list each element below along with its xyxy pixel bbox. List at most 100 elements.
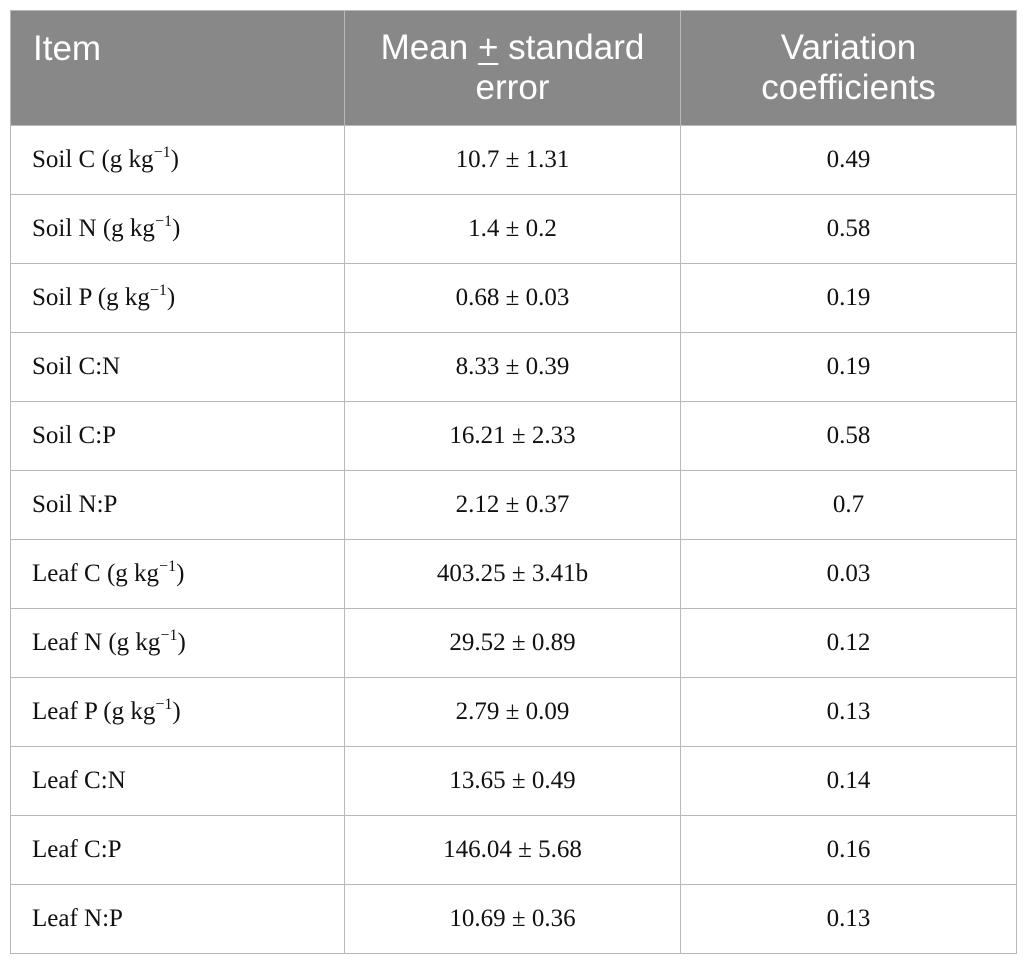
header-mean-pm: + [477, 28, 499, 67]
header-mean-line1: Mean + standard [345, 28, 680, 68]
item-name: Soil C:N [32, 353, 121, 380]
item-name: Leaf C [32, 560, 101, 587]
header-var-line2: coefficients [761, 68, 936, 107]
cell-variation-coefficient: 0.49 [680, 125, 1017, 195]
cell-mean-se: 13.65 ± 0.49 [344, 746, 681, 816]
cell-variation-coefficient: 0.58 [680, 194, 1017, 264]
item-name: Soil C:P [32, 422, 117, 449]
unit-exponent: −1 [149, 282, 167, 299]
table-header: Item Mean + standard error Variation coe… [10, 10, 1017, 126]
table-row: Leaf P (g kg−1) 2.79 ± 0.09 0.13 [10, 677, 1017, 747]
cell-variation-coefficient: 0.12 [680, 608, 1017, 678]
data-table: Item Mean + standard error Variation coe… [10, 10, 1017, 954]
table-row: Leaf C (g kg−1) 403.25 ± 3.41b 0.03 [10, 539, 1017, 609]
cell-item: Soil C (g kg−1) [10, 125, 345, 195]
cell-mean-se: 8.33 ± 0.39 [344, 332, 681, 402]
item-name: Soil C [32, 146, 96, 173]
item-unit: (g kg−1) [100, 558, 185, 588]
header-item: Item [10, 10, 345, 126]
unit-close: ) [176, 560, 185, 587]
table-row: Soil C:N 8.33 ± 0.39 0.19 [10, 332, 1017, 402]
cell-variation-coefficient: 0.19 [680, 263, 1017, 333]
table-container: Item Mean + standard error Variation coe… [10, 10, 1017, 954]
header-variation: Variation coefficients [680, 10, 1017, 126]
table-body: Soil C (g kg−1) 10.7 ± 1.31 0.49 Soil N (g … [10, 125, 1017, 954]
table-row: Leaf N:P 10.69 ± 0.36 0.13 [10, 884, 1017, 954]
cell-variation-coefficient: 0.19 [680, 332, 1017, 402]
cell-mean-se: 0.68 ± 0.03 [344, 263, 681, 333]
cell-variation-coefficient: 0.13 [680, 677, 1017, 747]
cell-item: Leaf C (g kg−1) [10, 539, 345, 609]
table-row: Soil P (g kg−1) 0.68 ± 0.03 0.19 [10, 263, 1017, 333]
table-row: Soil N (g kg−1) 1.4 ± 0.2 0.58 [10, 194, 1017, 264]
cell-variation-coefficient: 0.16 [680, 815, 1017, 885]
cell-variation-coefficient: 0.14 [680, 746, 1017, 816]
item-unit: (g kg−1) [91, 282, 176, 312]
cell-mean-se: 146.04 ± 5.68 [344, 815, 681, 885]
table-row: Leaf C:N 13.65 ± 0.49 0.14 [10, 746, 1017, 816]
unit-close: ) [166, 284, 176, 311]
item-name: Leaf P [32, 698, 98, 725]
cell-item: Leaf N:P [10, 884, 345, 954]
cell-mean-se: 403.25 ± 3.41b [344, 539, 681, 609]
cell-item: Soil P (g kg−1) [10, 263, 345, 333]
item-name: Leaf N [32, 629, 103, 656]
header-mean-prefix: Mean [380, 28, 478, 67]
cell-mean-se: 29.52 ± 0.89 [344, 608, 681, 678]
unit-open: (g kg [97, 698, 156, 725]
unit-open: (g kg [91, 284, 150, 311]
unit-open: (g kg [100, 560, 160, 587]
cell-mean-se: 2.79 ± 0.09 [344, 677, 681, 747]
unit-open: (g kg [102, 629, 161, 656]
cell-item: Leaf C:P [10, 815, 345, 885]
item-name: Leaf C:P [32, 836, 122, 863]
item-unit: (g kg−1) [102, 627, 186, 657]
cell-item: Soil C:P [10, 401, 345, 471]
unit-close: ) [171, 215, 181, 242]
unit-exponent: −1 [153, 144, 171, 161]
header-mean-se: Mean + standard error [344, 10, 681, 126]
cell-mean-se: 10.7 ± 1.31 [344, 125, 681, 195]
header-mean-suffix: standard [498, 28, 645, 67]
header-mean-line2: error [475, 68, 550, 107]
unit-exponent: −1 [159, 558, 177, 575]
cell-item: Soil N:P [10, 470, 345, 540]
table-row: Soil N:P 2.12 ± 0.37 0.7 [10, 470, 1017, 540]
cell-variation-coefficient: 0.13 [680, 884, 1017, 954]
table-row: Leaf N (g kg−1) 29.52 ± 0.89 0.12 [10, 608, 1017, 678]
unit-open: (g kg [95, 146, 154, 173]
header-row: Item Mean + standard error Variation coe… [10, 10, 1017, 126]
item-name: Leaf C:N [32, 767, 126, 794]
cell-mean-se: 16.21 ± 2.33 [344, 401, 681, 471]
item-unit: (g kg−1) [95, 144, 179, 174]
unit-close: ) [172, 698, 181, 725]
unit-exponent: −1 [154, 213, 172, 230]
table-row: Soil C:P 16.21 ± 2.33 0.58 [10, 401, 1017, 471]
unit-open: (g kg [96, 215, 155, 242]
header-item-label: Item [33, 29, 102, 68]
unit-close: ) [177, 629, 186, 656]
cell-mean-se: 2.12 ± 0.37 [344, 470, 681, 540]
item-name: Leaf N:P [32, 905, 123, 932]
cell-mean-se: 1.4 ± 0.2 [344, 194, 681, 264]
cell-item: Leaf C:N [10, 746, 345, 816]
cell-item: Leaf N (g kg−1) [10, 608, 345, 678]
item-name: Soil P [32, 284, 92, 311]
item-unit: (g kg−1) [97, 696, 181, 726]
cell-mean-se: 10.69 ± 0.36 [344, 884, 681, 954]
item-unit: (g kg−1) [96, 213, 181, 243]
cell-variation-coefficient: 0.03 [680, 539, 1017, 609]
header-var-line1: Variation [780, 28, 917, 67]
cell-item: Soil N (g kg−1) [10, 194, 345, 264]
unit-exponent: −1 [160, 627, 178, 644]
unit-exponent: −1 [155, 696, 173, 713]
cell-variation-coefficient: 0.7 [680, 470, 1017, 540]
unit-close: ) [170, 146, 179, 173]
table-row: Leaf C:P 146.04 ± 5.68 0.16 [10, 815, 1017, 885]
item-name: Soil N [32, 215, 97, 242]
cell-item: Soil C:N [10, 332, 345, 402]
cell-variation-coefficient: 0.58 [680, 401, 1017, 471]
item-name: Soil N:P [32, 491, 118, 518]
cell-item: Leaf P (g kg−1) [10, 677, 345, 747]
table-row: Soil C (g kg−1) 10.7 ± 1.31 0.49 [10, 125, 1017, 195]
